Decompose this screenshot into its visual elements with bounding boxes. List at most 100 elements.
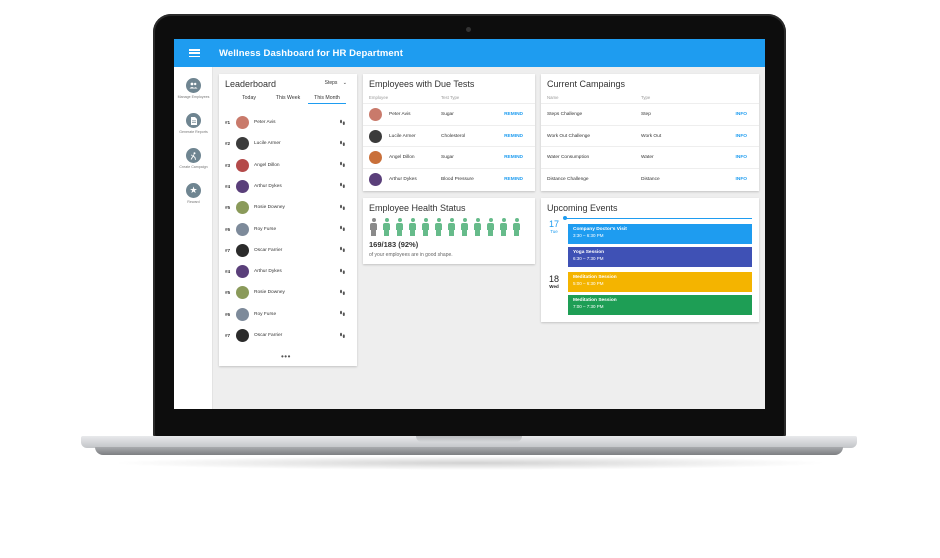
remind-button[interactable]: REMIND <box>504 133 523 139</box>
top-app-bar: Wellness Dashboard for HR Department <box>174 39 765 67</box>
hamburger-menu-icon[interactable] <box>189 49 200 57</box>
remind-button[interactable]: REMIND <box>504 155 523 160</box>
sidebar-item-label: Create Campaign <box>179 165 208 169</box>
avatar <box>236 222 249 236</box>
footsteps-icon <box>339 119 351 127</box>
campaign-type: Step <box>641 112 651 117</box>
campaign-name: Steps Challenge <box>547 112 583 117</box>
employee-name: Peter Avis <box>254 120 276 125</box>
column-header-type: Type <box>641 95 651 100</box>
rank: #5 <box>225 290 231 296</box>
leaderboard-row[interactable]: #5 Rosie Downey <box>225 282 351 303</box>
rank: #6 <box>225 226 231 232</box>
table-row: Steps Challenge Step INFO <box>541 103 759 124</box>
column-header-employee: Employee <box>369 95 389 100</box>
person-icon <box>486 218 495 236</box>
employee-name: Oscar Farrier <box>254 247 283 253</box>
avatar <box>369 108 382 121</box>
tab-today[interactable]: Today <box>242 95 256 101</box>
footsteps-icon <box>339 182 351 190</box>
info-button[interactable]: INFO <box>735 176 747 182</box>
footsteps-icon <box>339 204 351 212</box>
employee-name: Arthur Dykes <box>389 176 417 182</box>
leaderboard-row[interactable]: #6 Roy Furse <box>225 219 351 240</box>
remind-button[interactable]: REMIND <box>504 176 523 182</box>
person-icon <box>421 218 430 236</box>
sidebar-item-reward[interactable]: ★ Reward <box>174 183 213 204</box>
sidebar-item-label: Reward <box>187 200 200 204</box>
employee-name: Roy Furse <box>254 311 277 317</box>
employee-name: Lucile Armer <box>389 133 416 139</box>
test-type: Blood Pressure <box>441 176 474 182</box>
column-header-name: Name <box>547 95 559 100</box>
avatar <box>236 329 249 342</box>
column-header-test-type: Test Type <box>441 95 460 100</box>
leaderboard-row[interactable]: #3 Angel Dillon <box>225 155 351 176</box>
remind-button[interactable]: REMIND <box>504 112 523 117</box>
person-icon <box>473 218 482 236</box>
rank: #6 <box>225 311 231 317</box>
info-button[interactable]: INFO <box>735 155 747 160</box>
tab-this-week[interactable]: This Week <box>275 95 301 101</box>
footsteps-icon <box>339 246 351 254</box>
tab-this-month[interactable]: This Month <box>308 95 346 104</box>
table-row: Angel Dillon Sugar REMIND <box>363 146 535 167</box>
due-tests-card: Employees with Due Tests Employee Test T… <box>363 74 535 191</box>
event-item[interactable]: Meditation Session 5:00 – 6:30 PM <box>568 272 752 292</box>
leaderboard-row[interactable]: #5 Rosie Downey <box>225 197 351 218</box>
day-number: 17 <box>548 219 559 229</box>
star-icon: ★ <box>186 183 201 198</box>
event-item[interactable]: Meditation Session 7:00 – 7:30 PM <box>568 295 752 315</box>
person-icon <box>369 218 378 236</box>
avatar <box>236 116 249 129</box>
employee-name: Lucile Armer <box>254 141 281 147</box>
app-title: Wellness Dashboard for HR Department <box>219 47 403 59</box>
footsteps-icon <box>339 161 351 169</box>
leaderboard-row[interactable]: #1 Peter Avis <box>225 112 351 133</box>
leaderboard-row[interactable]: #7 Oscar Farrier <box>225 240 351 261</box>
person-icon <box>499 218 508 236</box>
dropdown-value: Steps <box>324 80 338 86</box>
event-title: Meditation Session <box>573 298 617 303</box>
test-type: Sugar <box>441 155 454 160</box>
day-of-week: Wed <box>549 284 559 289</box>
event-day-17: 17 Tue <box>547 219 561 234</box>
info-button[interactable]: INFO <box>735 112 747 117</box>
leaderboard-row[interactable]: #4 Arthur Dykes <box>225 176 351 197</box>
health-pictogram <box>369 218 521 236</box>
rank: #5 <box>225 205 231 211</box>
events-card: Upcoming Events 17 Tue 18 Wed Company Do… <box>541 198 759 322</box>
period-tabs: Today This Week This Month <box>219 94 357 106</box>
event-day-18: 18 Wed <box>547 274 561 289</box>
leaderboard-row[interactable]: #7 Oscar Farrier <box>225 325 351 346</box>
table-row: Water Consumption Water INFO <box>541 146 759 167</box>
sidebar-item-generate-reports[interactable]: Generate Reports <box>174 113 213 134</box>
leaderboard-row[interactable]: #2 Lucile Armer <box>225 133 351 154</box>
more-button[interactable]: ••• <box>281 352 291 361</box>
footsteps-icon <box>339 289 351 297</box>
footsteps-icon <box>339 332 351 340</box>
leaderboard-row[interactable]: #4 Arthur Dykes <box>225 261 351 282</box>
sidebar-item-manage-employees[interactable]: Manage Employees <box>174 78 213 99</box>
event-item[interactable]: Yoga Session 6:30 – 7:30 PM <box>568 247 752 267</box>
table-row: Peter Avis Sugar REMIND <box>363 103 535 124</box>
card-title: Leaderboard <box>225 79 277 89</box>
timeline-now-dot <box>563 216 567 220</box>
timeline-line <box>565 218 752 219</box>
metric-dropdown[interactable]: Steps ⌄ <box>325 80 347 86</box>
rank: #2 <box>225 141 231 147</box>
employee-cell: Lucile Armer <box>369 126 416 147</box>
leaderboard-row[interactable]: #6 Roy Furse <box>225 304 351 325</box>
avatar <box>369 172 382 186</box>
table-row: Arthur Dykes Blood Pressure REMIND <box>363 167 535 190</box>
info-button[interactable]: INFO <box>735 133 747 139</box>
employee-cell: Arthur Dykes <box>369 169 417 190</box>
rank: #3 <box>225 162 231 168</box>
person-icon <box>408 218 417 236</box>
people-icon <box>186 78 201 93</box>
person-icon <box>395 218 404 236</box>
event-item[interactable]: Company Doctor's Visit 3:30 – 6:30 PM <box>568 224 752 244</box>
event-title: Yoga Session <box>573 250 605 255</box>
sidebar-item-create-campaign[interactable]: Create Campaign <box>174 148 213 169</box>
laptop-base-bottom <box>95 447 843 455</box>
